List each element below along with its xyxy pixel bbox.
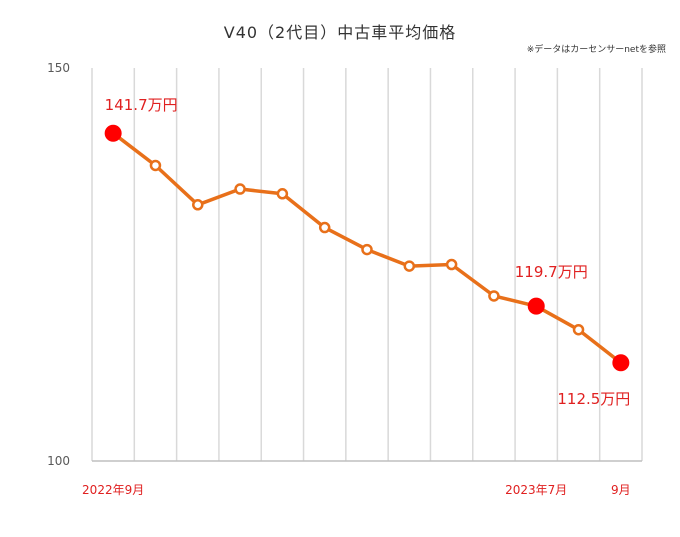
data-label: 112.5万円: [557, 390, 630, 408]
x-tick-label: 2022年9月: [82, 483, 144, 497]
gridlines: [91, 68, 643, 462]
data-point: [318, 221, 331, 234]
highlight-point: [104, 124, 122, 142]
data-label: 119.7万円: [515, 263, 588, 281]
x-axis-ticks: 2022年9月 2023年7月 9月: [82, 483, 631, 497]
data-points: [104, 124, 630, 372]
y-axis-ticks: 150 100: [47, 61, 70, 468]
data-label: 141.7万円: [105, 96, 178, 114]
data-point: [488, 290, 500, 302]
data-point: [403, 260, 416, 272]
data-point: [445, 258, 458, 271]
highlight-point: [527, 297, 545, 315]
y-tick-label: 150: [47, 61, 70, 75]
data-point: [234, 183, 246, 195]
data-point: [361, 243, 373, 256]
data-point: [149, 159, 162, 172]
data-labels: 141.7万円 119.7万円 112.5万円: [105, 96, 631, 408]
data-point: [276, 188, 289, 200]
y-tick-label: 100: [47, 454, 70, 468]
chart-title: V40（2代目）中古車平均価格: [224, 23, 457, 42]
x-tick-label: 9月: [611, 483, 631, 497]
x-tick-label: 2023年7月: [505, 483, 567, 497]
highlight-point: [612, 354, 630, 372]
data-point: [192, 199, 204, 211]
data-point: [572, 323, 585, 336]
data-source-note: ※データはカーセンサーnetを参照: [527, 43, 666, 55]
